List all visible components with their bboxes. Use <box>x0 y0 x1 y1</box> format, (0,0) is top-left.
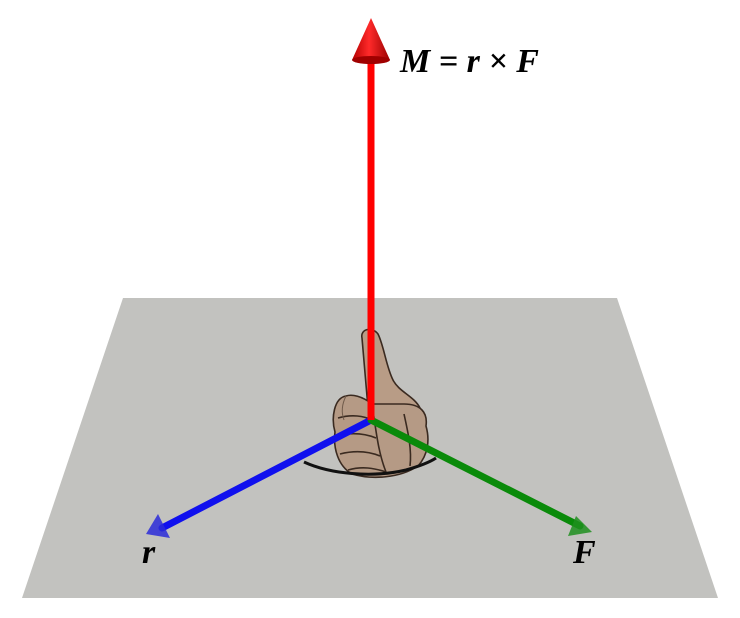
r-vector <box>158 416 375 532</box>
moment-vector-arrowhead <box>352 18 390 60</box>
f-vector-arrowhead <box>568 516 592 536</box>
r-vector-label: r <box>142 534 156 571</box>
thumbs-up-hand-icon <box>332 328 429 479</box>
moment-arrowhead-base <box>352 56 390 64</box>
f-vector-label: F <box>572 534 596 571</box>
moment-equation-label: M = r × F <box>399 43 539 80</box>
r-vector-arrowhead <box>146 514 170 538</box>
f-vector <box>367 416 584 530</box>
rotation-arc <box>303 456 437 476</box>
